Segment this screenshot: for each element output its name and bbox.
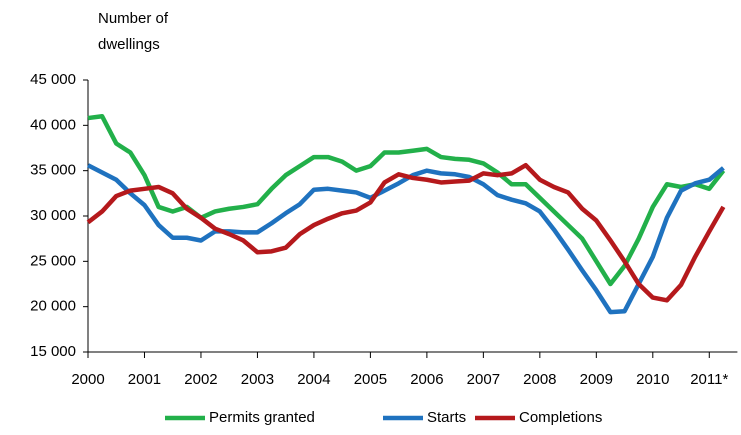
x-tick-label: 2003 (241, 371, 274, 388)
series-line (86, 163, 725, 315)
y-tick-label: 40 000 (30, 116, 76, 133)
series-line (86, 162, 726, 303)
y-tick-label: 15 000 (30, 343, 76, 360)
y-tick-label: 30 000 (30, 207, 76, 224)
x-tick-label: 2007 (467, 371, 500, 388)
y-tick-label: 35 000 (30, 162, 76, 179)
x-tick-label: 2009 (580, 371, 613, 388)
x-tick-label: 2010 (636, 371, 669, 388)
y-tick-label: 20 000 (30, 298, 76, 315)
y-axis-label: dwellings (98, 36, 160, 53)
legend-label: Permits granted (209, 409, 315, 426)
x-tick-label: 2011* (690, 371, 728, 388)
y-tick-label: 25 000 (30, 252, 76, 269)
y-tick-label: 45 000 (30, 71, 76, 88)
legend-label: Completions (519, 409, 602, 426)
x-tick-label: 2001 (128, 371, 161, 388)
y-axis-label: Number of (98, 10, 169, 27)
x-tick-label: 2004 (297, 371, 330, 388)
x-tick-label: 2005 (354, 371, 387, 388)
x-tick-label: 2006 (410, 371, 443, 388)
x-tick-label: 2002 (184, 371, 217, 388)
series-line (87, 114, 726, 287)
x-tick-label: 2008 (523, 371, 556, 388)
x-tick-label: 2000 (71, 371, 104, 388)
legend-label: Starts (427, 409, 466, 426)
